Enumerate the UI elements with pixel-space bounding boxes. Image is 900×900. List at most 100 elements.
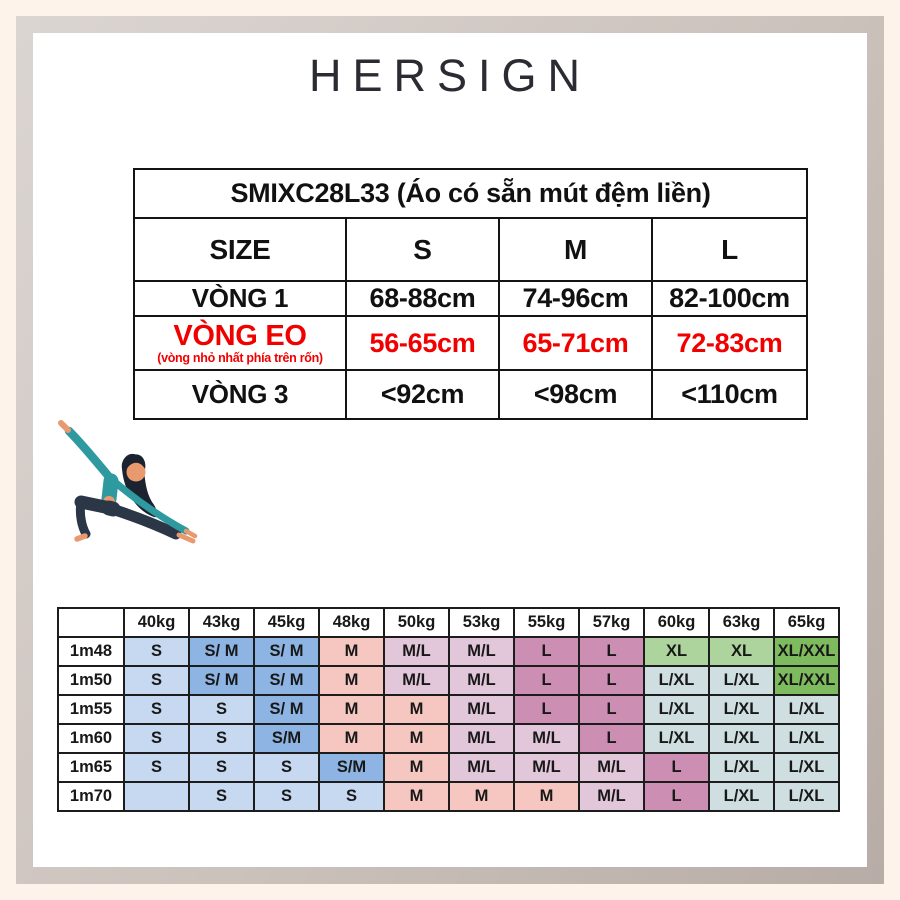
matrix-size-cell: M/L [450,696,513,723]
matrix-size-cell: L/XL [775,725,838,752]
matrix-size-cell: XL [645,638,708,665]
reaching-arm [112,479,190,535]
size-table-value: 65-71cm [500,317,651,369]
row-label-text: VÒNG 3 [191,378,289,409]
hair-front [125,454,146,470]
matrix-size-cell: L/XL [775,783,838,810]
size-table-value: 74-96cm [500,282,651,315]
matrix-size-cell: M/L [580,754,643,781]
row-sublabel-text: (vòng nhỏ nhất phía trên rốn) [157,351,323,366]
matrix-corner-cell [59,609,123,636]
matrix-size-cell: L/XL [710,696,773,723]
matrix-size-cell: L/XL [645,667,708,694]
matrix-size-cell: M [320,667,383,694]
matrix-size-cell: L/XL [645,725,708,752]
matrix-row-label: 1m70 [59,783,123,810]
matrix-column-header: 45kg [255,609,318,636]
matrix-size-cell: L/XL [710,754,773,781]
row-label-text: VÒNG EO [173,319,307,352]
reaching-hand [183,528,198,539]
matrix-size-cell: L/XL [710,667,773,694]
matrix-size-cell: M [450,783,513,810]
matrix-size-cell: XL [710,638,773,665]
matrix-row-label: 1m50 [59,667,123,694]
matrix-size-cell: M/L [580,783,643,810]
matrix-size-cell: M [320,725,383,752]
matrix-size-cell: M [320,638,383,665]
torso-top [101,473,119,507]
matrix-size-cell [125,783,188,810]
size-table-header-l: L [653,219,806,280]
matrix-size-cell: L [515,638,578,665]
matrix-size-cell: S/ M [190,638,253,665]
matrix-size-cell: L [645,783,708,810]
matrix-size-cell: S/ M [255,667,318,694]
size-table-header-s: S [347,219,498,280]
matrix-column-header: 48kg [320,609,383,636]
matrix-column-header: 40kg [125,609,188,636]
matrix-size-cell: M/L [515,754,578,781]
matrix-size-cell: S [190,696,253,723]
matrix-column-header: 60kg [645,609,708,636]
matrix-size-cell: S [125,638,188,665]
matrix-size-cell: M/L [450,725,513,752]
yoga-pose-illustration [58,420,198,544]
size-table-value: <110cm [653,371,806,418]
matrix-size-cell: L [580,667,643,694]
matrix-size-cell: S [190,783,253,810]
matrix-size-cell: L/XL [710,783,773,810]
matrix-row-label: 1m48 [59,638,123,665]
head [126,462,146,482]
matrix-column-header: 55kg [515,609,578,636]
raised-hand [58,420,71,433]
matrix-size-cell: M [515,783,578,810]
matrix-size-cell: S/ M [255,696,318,723]
matrix-size-cell: S/ M [190,667,253,694]
matrix-size-cell: M [385,696,448,723]
size-table-row-label: VÒNG EO (vòng nhỏ nhất phía trên rốn) [135,317,345,369]
size-measurement-table: SMIXC28L33 (Áo có sẵn mút đệm liền) SIZE S… [133,168,808,420]
matrix-size-cell: L [580,696,643,723]
matrix-size-cell: M [385,754,448,781]
bent-foot [74,533,88,542]
size-table-title: SMIXC28L33 (Áo có sẵn mút đệm liền) [135,170,806,217]
matrix-size-cell: S/M [320,754,383,781]
row-label-text: VÒNG 1 [191,282,289,313]
matrix-size-cell: M/L [450,667,513,694]
matrix-column-header: 57kg [580,609,643,636]
matrix-size-cell: L [515,667,578,694]
matrix-size-cell: L [580,725,643,752]
matrix-size-cell: XL/XXL [775,667,838,694]
matrix-size-cell: M/L [385,638,448,665]
height-weight-size-matrix: 40kg 43kg 45kg 48kg 50kg 53kg 55kg 57kg 60kg 63kg… [57,607,840,812]
matrix-size-cell: XL/XXL [775,638,838,665]
extended-foot [176,532,196,544]
matrix-size-cell: S [125,754,188,781]
matrix-size-cell: L/XL [645,696,708,723]
matrix-size-cell: M [320,696,383,723]
matrix-column-header: 53kg [450,609,513,636]
size-table-header-m: M [500,219,651,280]
size-table-row-label: VÒNG 3 [135,371,345,418]
matrix-size-cell: S/ M [255,638,318,665]
matrix-size-cell: L/XL [775,696,838,723]
size-table-value: 68-88cm [347,282,498,315]
matrix-row-label: 1m55 [59,696,123,723]
matrix-column-header: 63kg [710,609,773,636]
matrix-size-cell: M [385,725,448,752]
matrix-size-cell: S [255,754,318,781]
matrix-column-header: 50kg [385,609,448,636]
size-table-value: <98cm [500,371,651,418]
matrix-size-cell: S [255,783,318,810]
matrix-size-cell: L [580,638,643,665]
matrix-size-cell: S/M [255,725,318,752]
matrix-size-cell: S [190,754,253,781]
size-table-value: 56-65cm [347,317,498,369]
matrix-size-cell: S [125,667,188,694]
matrix-size-cell: L/XL [710,725,773,752]
matrix-size-cell: M/L [450,754,513,781]
size-table-value: 82-100cm [653,282,806,315]
yoga-figure [58,420,198,544]
size-table-header-size: SIZE [135,219,345,280]
